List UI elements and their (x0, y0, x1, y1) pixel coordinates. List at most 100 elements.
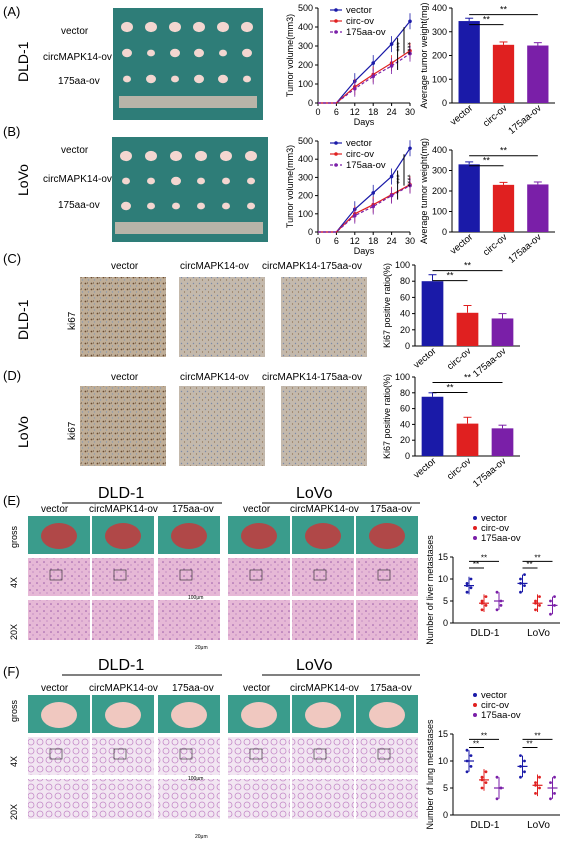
y-tick-label: 400 (298, 22, 313, 32)
tissue-panel-e: DLD-1 LoVo vector circMAPK14-ov 175aa-ov… (9, 485, 420, 651)
y-tick-label: 200 (298, 60, 313, 70)
sig-label: ** (473, 740, 479, 749)
data-point (519, 590, 522, 594)
tumor-sample (241, 21, 253, 33)
sig-label: **** (403, 42, 412, 54)
col-label-aa: 175aa-ov (370, 683, 412, 694)
zoom-box (113, 748, 127, 760)
data-point (534, 792, 537, 795)
legend-label: circ-ov (346, 16, 374, 27)
scale-bar-4x: 100μm (188, 776, 203, 782)
sig-label: **** (403, 174, 412, 186)
tumor-sample (170, 150, 182, 162)
x-tick-label: 0 (315, 236, 320, 246)
data-point (519, 765, 522, 768)
data-point (538, 604, 541, 607)
row-label-vector: vector (61, 26, 89, 37)
x-tick-label: vector (448, 103, 475, 128)
organ-specimen (241, 523, 277, 549)
bar (421, 396, 444, 456)
sig-label: ** (526, 560, 532, 569)
histology-4x-image (292, 737, 354, 775)
row-label-aa: 175aa-ov (58, 76, 100, 87)
col-label-aa: circMAPK14-175aa-ov (262, 261, 362, 272)
bar (458, 164, 480, 232)
data-point (549, 599, 552, 603)
y-tick-label: 0 (308, 227, 313, 237)
panel-label-a: (A) (3, 4, 20, 19)
tumor-sample (123, 75, 131, 83)
tumor-sample (172, 202, 180, 210)
y-tick-label: 0 (442, 98, 447, 108)
organ-specimen (105, 523, 141, 549)
y-axis-label: Average tumor weight(mg) (419, 138, 429, 244)
tumor-sample (194, 48, 204, 58)
row-label-4x: 4X (9, 577, 19, 588)
y-tick-label: 500 (298, 136, 313, 146)
tumor-sample (170, 48, 180, 58)
data-point (465, 582, 469, 585)
sig-label: ** (481, 731, 487, 740)
legend-label: vector (346, 138, 372, 149)
col-label-vector: vector (243, 683, 271, 694)
y-tick-label: 400 (432, 3, 447, 13)
data-point (499, 786, 503, 790)
histology-4x-image (92, 737, 154, 775)
tumor-sample (195, 150, 207, 162)
zoom-box (377, 569, 391, 581)
data-point (549, 781, 552, 784)
y-tick-label: 300 (298, 41, 313, 51)
legend-marker (473, 526, 477, 530)
y-tick-label: 300 (298, 172, 313, 182)
sig-label: ** (473, 560, 479, 569)
data-point (499, 604, 503, 607)
histology-4x-image (292, 558, 354, 596)
y-tick-label: 5 (443, 596, 448, 606)
organ-specimen (41, 702, 77, 728)
organ-specimen (105, 702, 141, 728)
x-tick-label: 30 (405, 236, 415, 246)
x-tick-label: circ-ov (481, 103, 510, 130)
y-tick-label: 5 (443, 783, 448, 793)
row-label-4x: 4X (9, 756, 19, 767)
tumor-sample (247, 202, 255, 210)
x-tick-label: vector (448, 232, 475, 257)
y-tick-label: 15 (438, 552, 448, 562)
zoom-box (179, 748, 193, 760)
x-tick-label: DLD-1 (471, 628, 500, 639)
organ-specimen (171, 702, 207, 728)
data-point (553, 595, 556, 598)
tumor-sample (194, 74, 204, 84)
histology-20x-image (356, 600, 418, 640)
tumor-sample (146, 74, 156, 84)
y-tick-label: 400 (432, 145, 447, 155)
legend-marker (334, 8, 338, 12)
tumor-sample (147, 49, 155, 57)
organ-specimen (305, 523, 341, 549)
legend-marker (473, 516, 477, 520)
histology-4x-image (28, 558, 90, 596)
legend-label: 175aa-ov (481, 533, 521, 544)
y-tick-label: 40 (400, 419, 410, 429)
y-tick-label: 0 (443, 618, 448, 628)
data-point (534, 608, 537, 612)
col-label-aa: 175aa-ov (172, 683, 214, 694)
zoom-box (179, 569, 193, 581)
histology-4x-image (158, 558, 220, 596)
bar (456, 312, 479, 346)
ihc-image-circ (179, 386, 265, 466)
x-tick-label: 175aa-ov (471, 346, 509, 380)
y-tick-label: 100 (395, 260, 410, 270)
y-axis-label: Number of liver metastases (425, 535, 435, 645)
y-tick-label: 60 (400, 292, 410, 302)
ihc-image-vector (80, 386, 166, 466)
sig-label: ** (500, 5, 508, 15)
cell-label-b: LoVo (15, 164, 31, 196)
data-point (465, 748, 469, 752)
bar (421, 281, 444, 346)
bar (458, 21, 480, 103)
x-tick-label: 175aa-ov (471, 456, 509, 490)
col-label-circ: circMAPK14-ov (290, 504, 359, 515)
bar (527, 45, 549, 103)
data-point (538, 775, 541, 779)
